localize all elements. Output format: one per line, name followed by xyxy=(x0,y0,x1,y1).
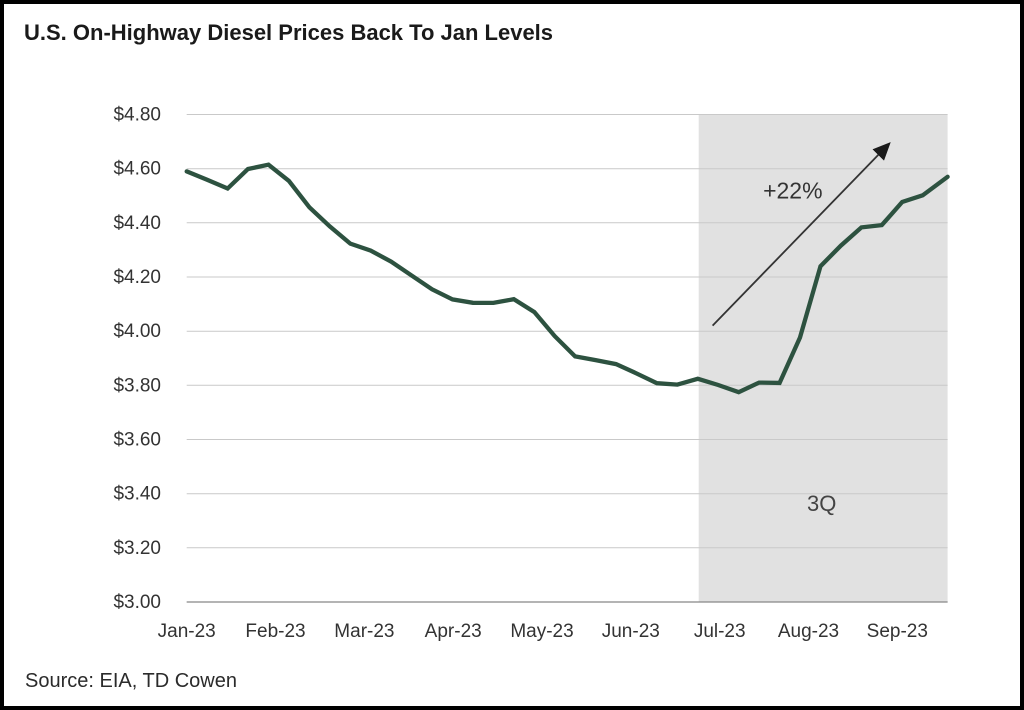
svg-text:$3.40: $3.40 xyxy=(113,484,161,505)
svg-text:$3.80: $3.80 xyxy=(113,375,161,396)
svg-text:May-23: May-23 xyxy=(510,621,573,642)
svg-text:Jan-23: Jan-23 xyxy=(158,621,216,642)
svg-text:Aug-23: Aug-23 xyxy=(778,621,839,642)
svg-text:3Q: 3Q xyxy=(807,491,836,516)
svg-text:$4.60: $4.60 xyxy=(113,159,161,180)
svg-text:+22%: +22% xyxy=(763,177,822,203)
svg-text:$4.80: $4.80 xyxy=(113,105,161,126)
svg-text:Sep-23: Sep-23 xyxy=(867,621,928,642)
svg-text:$4.40: $4.40 xyxy=(113,213,161,234)
svg-text:$3.60: $3.60 xyxy=(113,430,161,451)
svg-text:Jun-23: Jun-23 xyxy=(602,621,660,642)
svg-text:$4.20: $4.20 xyxy=(113,267,161,288)
svg-text:Mar-23: Mar-23 xyxy=(334,621,394,642)
svg-text:Jul-23: Jul-23 xyxy=(694,621,746,642)
svg-text:$3.20: $3.20 xyxy=(113,538,161,559)
svg-text:Feb-23: Feb-23 xyxy=(245,621,305,642)
svg-text:Apr-23: Apr-23 xyxy=(425,621,482,642)
svg-text:$4.00: $4.00 xyxy=(113,321,161,342)
svg-text:$3.00: $3.00 xyxy=(113,592,161,613)
